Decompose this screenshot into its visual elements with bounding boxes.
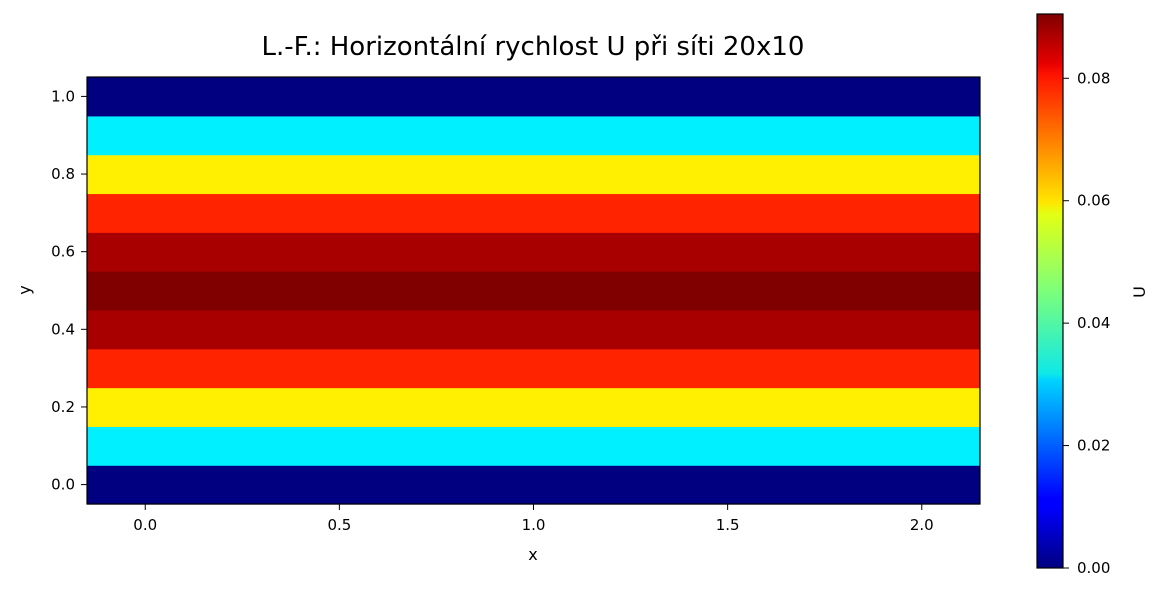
y-tick-label: 0.6	[51, 243, 75, 261]
x-tick-label: 0.0	[133, 516, 157, 534]
heatmap-cell-row	[87, 232, 980, 272]
heatmap-cells	[87, 77, 980, 505]
x-tick-label: 0.5	[327, 516, 351, 534]
heatmap-cell-row	[87, 309, 980, 350]
colorbar-tick-label: 0.00	[1077, 559, 1110, 577]
y-axis: 0.0 0.2 0.4 0.6 0.8 1.0	[51, 87, 87, 494]
heatmap-cell-row	[87, 154, 980, 195]
colorbar-label: U	[1130, 286, 1149, 298]
y-axis-label: y	[15, 285, 34, 294]
heatmap-cell-row	[87, 271, 980, 311]
x-axis: 0.0 0.5 1.0 1.5 2.0	[133, 504, 934, 534]
heatmap-cell-row	[87, 426, 980, 466]
heatmap-cell-row	[87, 115, 980, 156]
heatmap-cell-row	[87, 77, 980, 117]
colorbar-tick-label: 0.08	[1077, 69, 1110, 87]
x-tick-label: 1.5	[716, 516, 740, 534]
y-tick-label: 0.0	[51, 476, 75, 494]
colorbar-tick-label: 0.04	[1077, 314, 1110, 332]
colorbar-axis: 0.00 0.02 0.04 0.06 0.08	[1063, 69, 1110, 577]
x-axis-label: x	[528, 545, 537, 564]
colorbar-tick-label: 0.06	[1077, 192, 1110, 210]
colorbar-tick-label: 0.02	[1077, 437, 1110, 455]
heatmap-cell-row	[87, 387, 980, 427]
y-tick-label: 0.2	[51, 398, 75, 416]
heatmap-cell-row	[87, 348, 980, 389]
colorbar	[1036, 13, 1064, 569]
x-tick-label: 1.0	[522, 516, 546, 534]
y-tick-label: 0.4	[51, 320, 75, 338]
y-tick-label: 0.8	[51, 165, 75, 183]
heatmap-cell-row	[87, 193, 980, 233]
y-tick-label: 1.0	[51, 87, 75, 105]
heatmap-cell-row	[87, 465, 980, 505]
chart-title: L.-F.: Horizontální rychlost U při síti …	[262, 32, 805, 62]
x-tick-label: 2.0	[910, 516, 934, 534]
